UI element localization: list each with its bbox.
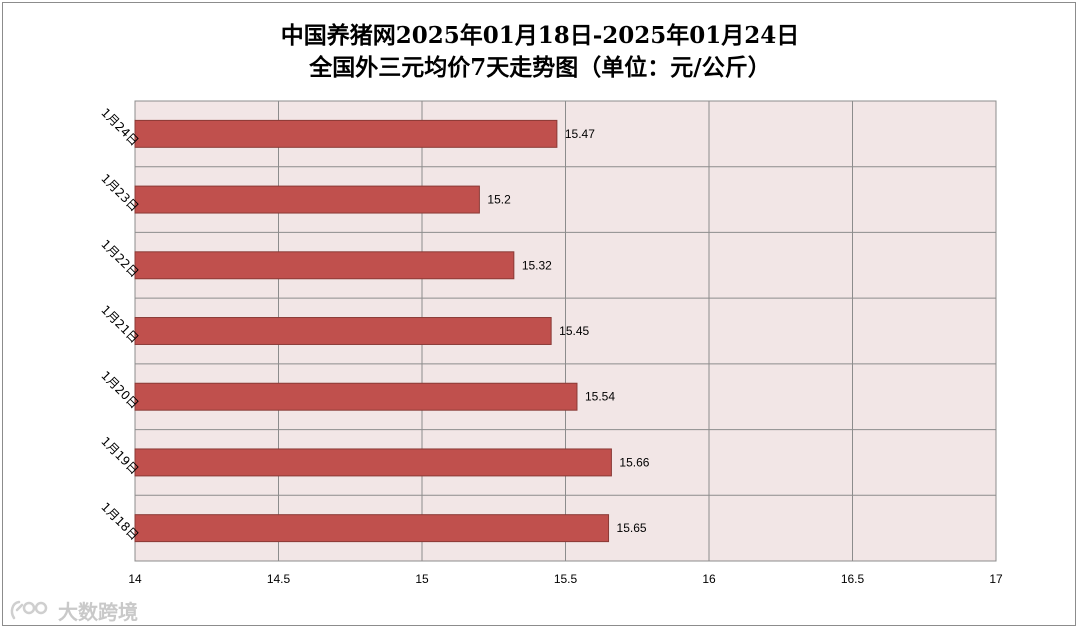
data-label: 15.2 xyxy=(487,193,511,207)
x-tick-label: 15 xyxy=(415,572,429,586)
x-tick-label: 17 xyxy=(989,572,1003,586)
bars xyxy=(134,119,612,543)
data-label: 15.65 xyxy=(617,521,647,535)
bar xyxy=(134,382,578,411)
bar xyxy=(134,317,552,345)
x-tick-label: 14.5 xyxy=(267,572,291,586)
chart-subtitle: 全国外三元均价7天走势图（单位：元/公斤） xyxy=(309,54,771,81)
data-label: 15.47 xyxy=(565,127,595,141)
logo-icon xyxy=(10,600,48,620)
data-label: 15.32 xyxy=(522,258,552,272)
data-labels: 15.47 15.2 15.32 15.45 15.54 15.66 15.65 xyxy=(487,127,649,535)
bar xyxy=(134,448,612,477)
x-axis-ticks: 14 14.5 15 15.5 16 16.5 17 xyxy=(128,572,1003,586)
grid-lines xyxy=(134,101,997,561)
watermark: 大数跨境 xyxy=(8,596,138,624)
bar xyxy=(134,251,515,280)
data-label: 15.45 xyxy=(559,324,589,338)
data-label: 15.66 xyxy=(619,455,649,469)
chart-title-block: 中国养猪网2025年01月18日-2025年01月24日 全国外三元均价7天走势… xyxy=(0,20,1080,84)
x-tick-label: 15.5 xyxy=(554,572,578,586)
bar xyxy=(134,119,558,148)
x-tick-label: 14 xyxy=(128,572,142,586)
chart-title: 中国养猪网2025年01月18日-2025年01月24日 xyxy=(280,22,800,49)
bar xyxy=(134,185,480,214)
bar xyxy=(134,514,610,543)
data-label: 15.54 xyxy=(585,390,615,404)
x-tick-label: 16.5 xyxy=(841,572,865,586)
x-tick-label: 16 xyxy=(702,572,716,586)
watermark-text: 大数跨境 xyxy=(58,599,138,624)
